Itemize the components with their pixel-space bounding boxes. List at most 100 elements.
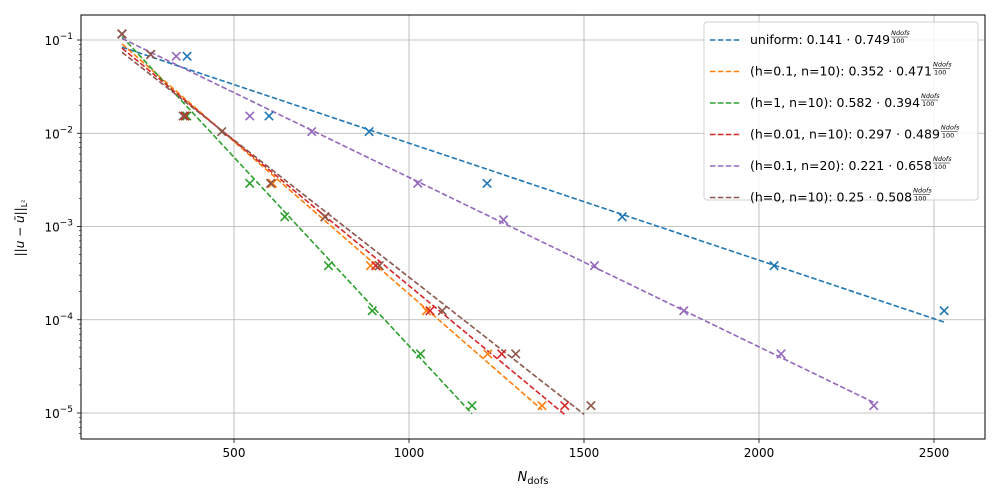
x-marker-stroke [178, 111, 189, 121]
x-marker-stroke [364, 126, 374, 137]
x-marker-stroke [467, 400, 477, 411]
data-point-marker [482, 178, 492, 189]
legend-exponent-denominator: 100 [934, 69, 946, 77]
x-marker-stroke [264, 111, 274, 121]
data-point-marker [267, 178, 278, 189]
y-tick-label: 10−2 [44, 125, 73, 141]
x-marker-stroke [374, 260, 385, 271]
data-point-marker [559, 400, 570, 411]
data-point-marker [370, 260, 381, 271]
legend-exponent-numerator: Ndofs [933, 155, 952, 163]
fit-line [121, 43, 543, 411]
x-marker-stroke [498, 215, 509, 225]
x-marker-stroke [617, 212, 627, 222]
y-axis-title: ||u − ū||L² [13, 200, 29, 257]
legend-exponent-numerator: Ndofs [933, 61, 952, 69]
data-point-marker [178, 111, 189, 121]
x-marker-stroke [117, 29, 127, 39]
x-marker-stroke [279, 212, 290, 222]
x-marker-stroke [216, 126, 227, 137]
legend-label: (h=0, n=10): 0.25 · 0.508 [750, 190, 912, 205]
data-point-marker [769, 260, 779, 271]
data-point-marker [421, 305, 432, 316]
x-marker-stroke [181, 111, 192, 121]
x-marker-stroke [412, 178, 423, 189]
x-marker-stroke [482, 178, 492, 189]
data-point-marker [939, 305, 949, 316]
x-tick-label: 500 [223, 446, 246, 460]
x-marker-stroke [171, 51, 182, 61]
data-point-marker [776, 349, 786, 359]
data-point-marker [498, 215, 509, 225]
legend-exponent-denominator: 100 [934, 163, 946, 171]
x-marker-stroke [244, 178, 255, 189]
x-marker-stroke [776, 349, 786, 359]
x-marker-stroke [496, 349, 507, 359]
y-tick-label: 10−4 [44, 312, 73, 328]
x-axis-label: Ndofs [518, 470, 549, 487]
data-point-marker [537, 400, 547, 411]
data-point-marker [617, 212, 627, 222]
legend-exponent-numerator: Ndofs [913, 187, 932, 195]
x-marker-stroke [180, 111, 190, 121]
fit-line [121, 36, 473, 415]
data-point-marker [374, 260, 385, 271]
data-point-marker [510, 349, 521, 359]
legend-exponent-numerator: Ndofs [941, 124, 960, 132]
x-marker-stroke [586, 400, 596, 411]
x-tick-label: 2500 [919, 446, 950, 460]
x-tick-label: 1000 [394, 446, 425, 460]
x-marker-stroke [370, 260, 381, 271]
data-point-marker [244, 178, 255, 189]
legend-exponent-denominator: 100 [942, 132, 954, 140]
x-marker-stroke [559, 400, 570, 411]
fit-line [121, 51, 585, 415]
y-tick-label: 10−1 [44, 32, 73, 48]
x-marker-stroke [244, 111, 255, 121]
legend-exponent-numerator: Ndofs [891, 29, 910, 37]
x-marker-stroke [425, 305, 435, 316]
data-point-marker [412, 178, 423, 189]
legend-exponent-denominator: 100 [892, 37, 904, 45]
x-axis: 500 1000 1500 2000 2500 [223, 439, 950, 460]
plot-frame [80, 14, 986, 440]
y-axis-label: ||u − ū||L² [13, 200, 29, 257]
data-point-marker [182, 51, 192, 61]
legend-exponent-numerator: Ndofs [921, 92, 940, 100]
x-marker-stroke [678, 305, 689, 316]
data-point-marker [181, 111, 192, 121]
x-marker-stroke [323, 260, 334, 271]
x-marker-stroke [869, 400, 879, 411]
data-point-marker [320, 212, 330, 222]
data-point-marker [264, 111, 274, 121]
x-marker-stroke [537, 400, 547, 411]
data-point-marker [244, 111, 255, 121]
x-tick-label: 1500 [569, 446, 600, 460]
x-marker-stroke [267, 178, 278, 189]
y-axis: 10−1 10−2 10−3 10−4 10−5 [44, 32, 81, 434]
data-point-marker [265, 178, 276, 189]
x-marker-stroke [421, 305, 432, 316]
y-tick-label: 10−3 [44, 219, 73, 235]
legend-exponent-denominator: 100 [914, 195, 926, 203]
fit-line [121, 37, 875, 404]
x-marker-stroke [306, 126, 317, 137]
data-point-marker [117, 29, 127, 39]
data-point-marker [367, 305, 378, 316]
x-axis-title: Ndofs [518, 470, 549, 487]
x-tick-label: 2000 [744, 446, 775, 460]
data-points [117, 29, 949, 411]
x-marker-stroke [182, 51, 192, 61]
data-point-marker [482, 349, 493, 359]
data-point-marker [145, 49, 156, 60]
data-point-marker [171, 51, 182, 61]
legend-label: (h=0.1, n=10): 0.352 · 0.471 [750, 64, 932, 79]
data-point-marker [586, 400, 596, 411]
legend-label: (h=1, n=10): 0.582 · 0.394 [750, 95, 920, 110]
